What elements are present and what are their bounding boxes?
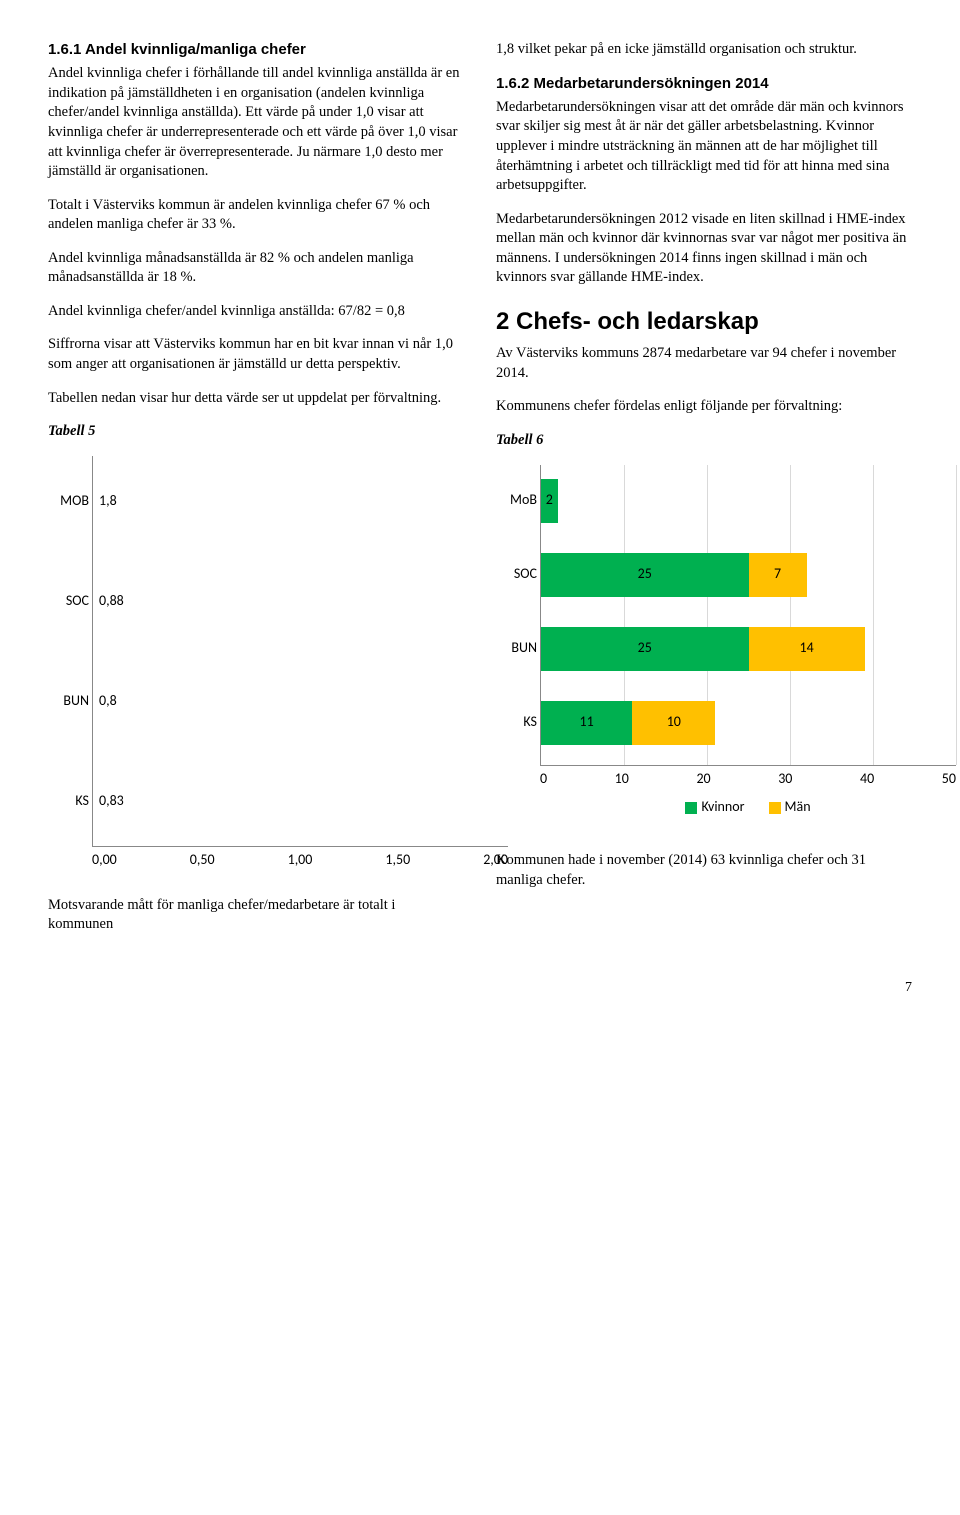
legend-label: Män [785,798,811,815]
tabell6-category-label: SOC [497,565,537,584]
tabell6-category-label: KS [497,713,537,732]
tabell5-xtick: 1,50 [385,851,410,870]
left-para-2: Totalt i Västerviks kommun är andelen kv… [48,196,464,235]
tabell5-category-label: BUN [49,692,89,711]
tabell5-value-label: 0,88 [93,592,124,611]
tabell5-xtick: 0,00 [92,851,117,870]
tabell6-xtick: 0 [540,770,547,789]
tabell5-category-label: MOB [49,492,89,511]
tabell6-segment-kvinnor: 25 [541,627,749,671]
right-para-4: Kommunens chefer fördelas enligt följand… [496,397,912,417]
legend-swatch [769,802,781,814]
tabell5-xtick: 1,00 [288,851,313,870]
tabell6-segment-kvinnor: 2 [541,479,558,523]
page-number: 7 [48,979,912,998]
tabell6-segment-män: 10 [632,701,715,745]
tabell6-xtick: 10 [615,770,629,789]
tabell6-segment-kvinnor: 25 [541,553,749,597]
tabell6-category-label: BUN [497,639,537,658]
left-para-3: Andel kvinnliga månadsanställda är 82 % … [48,249,464,288]
legend-swatch [685,802,697,814]
tabell6-segment-män: 7 [749,553,807,597]
right-para-2: Medarbetarundersökningen 2012 visade en … [496,210,912,288]
section-2-title: 2 Chefs- och ledarskap [496,306,912,338]
tabell5-value-label: 1,8 [93,492,117,511]
left-para-4: Andel kvinnliga chefer/andel kvinnliga a… [48,302,464,322]
left-para-7: Motsvarande mått för manliga chefer/meda… [48,896,464,935]
tabell5-xtick: 0,50 [190,851,215,870]
right-para-0: 1,8 vilket pekar på en icke jämställd or… [496,40,912,60]
left-para-1: Andel kvinnliga chefer i förhållande til… [48,64,464,181]
tabell6-row-soc: SOC257 [541,553,956,597]
tabell-5-chart: MOB1,8 SOC0,88 BUN0,8 KS0,83 0,00 0,50 1,00 1,… [48,456,508,870]
right-para-3: Av Västerviks kommuns 2874 medarbetare v… [496,344,912,383]
tabell6-xtick: 30 [778,770,792,789]
tabell5-value-label: 0,83 [93,792,124,811]
tabell5-value-label: 0,8 [93,692,117,711]
section-1-6-2-title: 1.6.2 Medarbetarundersökningen 2014 [496,74,912,94]
left-para-5: Siffrorna visar att Västerviks kommun ha… [48,335,464,374]
tabell6-segment-kvinnor: 11 [541,701,632,745]
tabell6-legend-item: Män [769,798,811,817]
tabell6-row-bun: BUN2514 [541,627,956,671]
tabell6-row-ks: KS1110 [541,701,956,745]
tabell6-legend-item: Kvinnor [685,798,744,817]
tabell6-segment-män: 14 [749,627,865,671]
tabell6-xtick: 20 [696,770,710,789]
tabell5-category-label: SOC [49,592,89,611]
tabell6-xtick: 50 [942,770,956,789]
tabell-5-label: Tabell 5 [48,422,464,442]
tabell6-row-mob: MoB2 [541,479,956,523]
tabell-6-chart: MoB2SOC257BUN2514KS1110 01020304050 Kvin… [496,465,956,818]
right-para-1: Medarbetarundersökningen visar att det o… [496,98,912,196]
tabell5-category-label: KS [49,792,89,811]
tabell-6-label: Tabell 6 [496,431,912,451]
section-1-6-1-title: 1.6.1 Andel kvinnliga/manliga chefer [48,40,464,60]
tabell6-xtick: 40 [860,770,874,789]
legend-label: Kvinnor [701,798,744,815]
left-para-6: Tabellen nedan visar hur detta värde ser… [48,389,464,409]
tabell6-category-label: MoB [497,491,537,510]
right-para-5: Kommunen hade i november (2014) 63 kvinn… [496,851,912,890]
